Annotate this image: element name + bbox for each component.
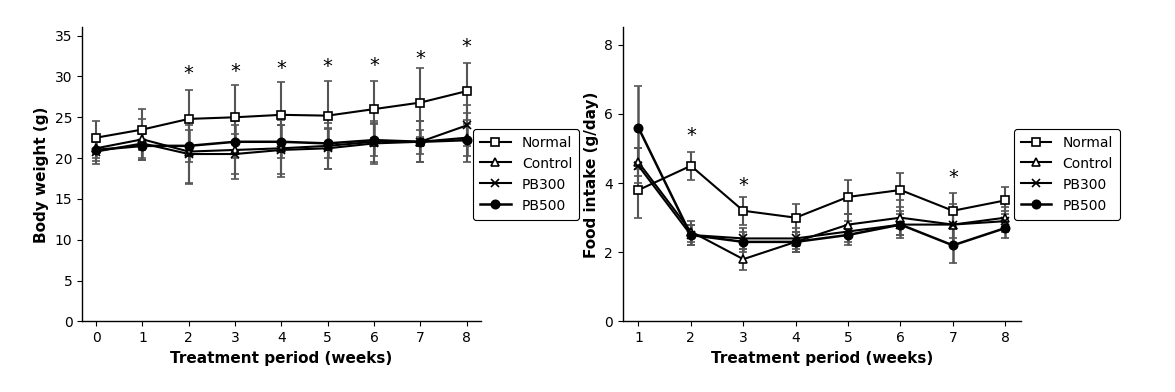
Text: *: *: [416, 49, 425, 68]
Y-axis label: Body weight (g): Body weight (g): [34, 106, 49, 243]
X-axis label: Treatment period (weeks): Treatment period (weeks): [711, 351, 933, 366]
Text: *: *: [948, 167, 958, 187]
Text: *: *: [462, 37, 471, 56]
Y-axis label: Food intake (g/day): Food intake (g/day): [584, 91, 598, 258]
X-axis label: Treatment period (weeks): Treatment period (weeks): [170, 351, 392, 366]
Text: *: *: [323, 58, 333, 76]
Legend: Normal, Control, PB300, PB500: Normal, Control, PB300, PB500: [1014, 129, 1120, 220]
Text: *: *: [369, 56, 380, 75]
Text: *: *: [686, 126, 696, 145]
Legend: Normal, Control, PB300, PB500: Normal, Control, PB300, PB500: [474, 129, 579, 220]
Text: *: *: [276, 59, 287, 78]
Text: *: *: [230, 62, 240, 80]
Text: *: *: [738, 176, 748, 195]
Text: *: *: [183, 64, 194, 83]
